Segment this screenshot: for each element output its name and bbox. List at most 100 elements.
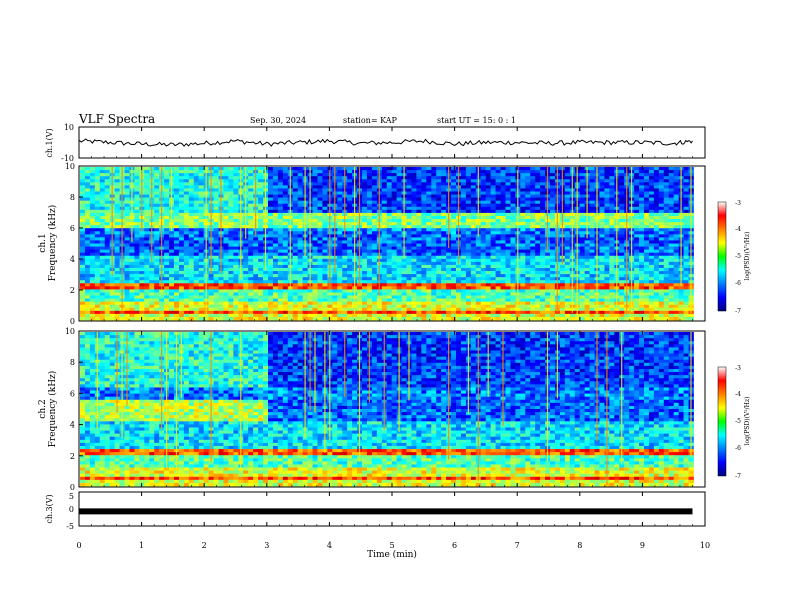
ch1-spectrogram-cell: [500, 274, 506, 278]
ch1-spectrogram-cell: [376, 313, 383, 318]
ch1-spectrogram-cell: [292, 271, 299, 275]
ch1-spectrogram-cell: [530, 170, 536, 174]
ch1-spectrogram-cell: [332, 271, 338, 275]
ch1-spectrogram-cell: [154, 176, 160, 180]
ch1-spectrogram-cell: [144, 182, 150, 186]
ch1-spectrogram-cell: [520, 179, 526, 183]
ch1-spectrogram-cell: [362, 310, 368, 315]
ch1-spectrogram-cell: [198, 185, 205, 189]
ch1-spectrogram-cell: [451, 304, 457, 309]
ch1-spectrogram-cell: [421, 267, 427, 272]
ch1-spectrogram-cell: [317, 200, 323, 205]
ch1-spectrogram-cell: [564, 179, 571, 183]
ch1-spectrogram-cell: [362, 289, 368, 293]
ch1-spectrogram-cell: [169, 246, 175, 251]
ch1-spectrogram-cell: [495, 264, 501, 269]
ch1-spectrogram-cell: [228, 274, 234, 278]
ch1-spectrogram-cell: [525, 295, 531, 299]
ch1-spectrogram-cell: [470, 167, 477, 171]
ch1-spectrogram-cell: [564, 194, 571, 198]
ch1-spectrogram-cell: [268, 194, 274, 198]
ch1-spectrogram-cell: [124, 316, 130, 321]
ch1-spectrogram-cell: [545, 271, 551, 275]
ch1-spectrogram-cell: [421, 258, 427, 263]
ch1-spectrogram-cell: [436, 237, 442, 241]
ch1-spectrogram-cell: [475, 246, 482, 251]
ch1-spectrogram-cell: [174, 286, 180, 290]
ch1-spectrogram-cell: [193, 286, 200, 290]
ch1-spectrogram-cell: [277, 209, 284, 214]
ch1-spectrogram-cell: [104, 307, 111, 312]
ch1-spectrogram-cell: [188, 243, 195, 247]
ch1-spectrogram-cell: [451, 231, 457, 235]
ch1-spectrogram-cell: [362, 267, 368, 272]
ch1-spectrogram-cell: [564, 301, 571, 306]
ch1-spectrogram-cell: [302, 286, 308, 290]
ch1-spectrogram-cell: [510, 283, 516, 287]
ch1-spectrogram-cell: [213, 237, 219, 241]
ch1-spectrogram-cell: [213, 249, 219, 254]
ch1-spectrogram-cell: [465, 289, 472, 293]
ch1-spectrogram-cell: [362, 316, 368, 321]
ch1-spectrogram-cell: [84, 237, 91, 241]
ch1-spectrogram-cell: [94, 249, 101, 254]
ch1-spectrogram-cell: [362, 271, 368, 275]
ch1-spectrogram-cell: [436, 255, 442, 260]
ch1-spectrogram-cell: [233, 203, 239, 208]
ch1-spectrogram-cell: [89, 316, 96, 321]
ch1-spectrogram-cell: [164, 304, 170, 309]
ch1-spectrogram-cell: [391, 203, 398, 208]
ch1-spectrogram-cell: [391, 234, 398, 238]
ch1-spectrogram-cell: [485, 203, 492, 208]
ch1-spectrogram-cell: [312, 225, 318, 229]
ch1-spectrogram-cell: [223, 307, 229, 312]
ch1-spectrogram-cell: [233, 258, 239, 263]
ch1-spectrogram-cell: [475, 261, 482, 266]
ch1-spectrogram-cell: [564, 225, 571, 229]
ch1-spectrogram-cell: [174, 277, 180, 281]
ch1-spectrogram-cell: [268, 203, 274, 208]
ch1-spectrogram-cell: [178, 271, 185, 275]
ch1-spectrogram-cell: [233, 286, 239, 290]
ch1-spectrogram-cell: [500, 286, 506, 290]
ch1-spectrogram-cell: [223, 310, 229, 315]
ch1-spectrogram-cell: [431, 191, 437, 195]
ch1-spectrogram-cell: [416, 200, 422, 205]
ch1-spectrogram-cell: [535, 194, 541, 198]
ch1-spectrogram-cell: [302, 267, 308, 272]
ch1-spectrogram-cell: [362, 179, 368, 183]
ch1-spectrogram-cell: [525, 240, 531, 244]
ch1-spectrogram-cell: [337, 313, 343, 318]
ch1-spectrogram-cell: [129, 252, 135, 257]
ch1-spectrogram-cell: [99, 206, 106, 211]
ch1-spectrogram-cell: [436, 182, 442, 186]
ch1-spectrogram-cell: [223, 292, 229, 296]
ch1-spectrogram-cell: [258, 215, 264, 220]
ch1-spectrogram-cell: [396, 307, 402, 312]
ch1-spectrogram-cell: [381, 222, 388, 226]
ch1-spectrogram-cell: [188, 228, 195, 232]
ch1-spectrogram-cell: [154, 264, 160, 269]
ch1-spectrogram-cell: [317, 197, 323, 202]
ch1-spectrogram-cell: [460, 264, 467, 269]
ch1-spectrogram-cell: [312, 264, 318, 269]
ch1-spectrogram-cell: [362, 219, 368, 223]
ch1-spectrogram-cell: [451, 277, 457, 281]
ch1-spectrogram-cell: [149, 295, 155, 299]
ch1-spectrogram-cell: [198, 206, 205, 211]
ch1-spectrogram-cell: [465, 295, 472, 299]
ch1-spectrogram-cell: [470, 292, 477, 296]
ch1-spectrogram-cell: [292, 185, 299, 189]
ch1-spectrogram-cell: [371, 215, 378, 220]
ch1-spectrogram-cell: [386, 215, 393, 220]
ch1-spectrogram-cell: [540, 286, 546, 290]
ch1-spectrogram-cell: [386, 258, 393, 263]
ch1-spectrogram-cell: [213, 219, 219, 223]
ch1-spectrogram-cell: [411, 316, 417, 321]
ch1-spectrogram-cell: [243, 264, 249, 269]
ch1-spectrogram-cell: [371, 274, 378, 278]
ch1-spectrogram-cell: [550, 176, 556, 180]
ch1-spectrogram-cell: [366, 179, 373, 183]
ch1-spectrogram-cell: [550, 313, 556, 318]
ch1-spectrogram-cell: [104, 280, 111, 284]
